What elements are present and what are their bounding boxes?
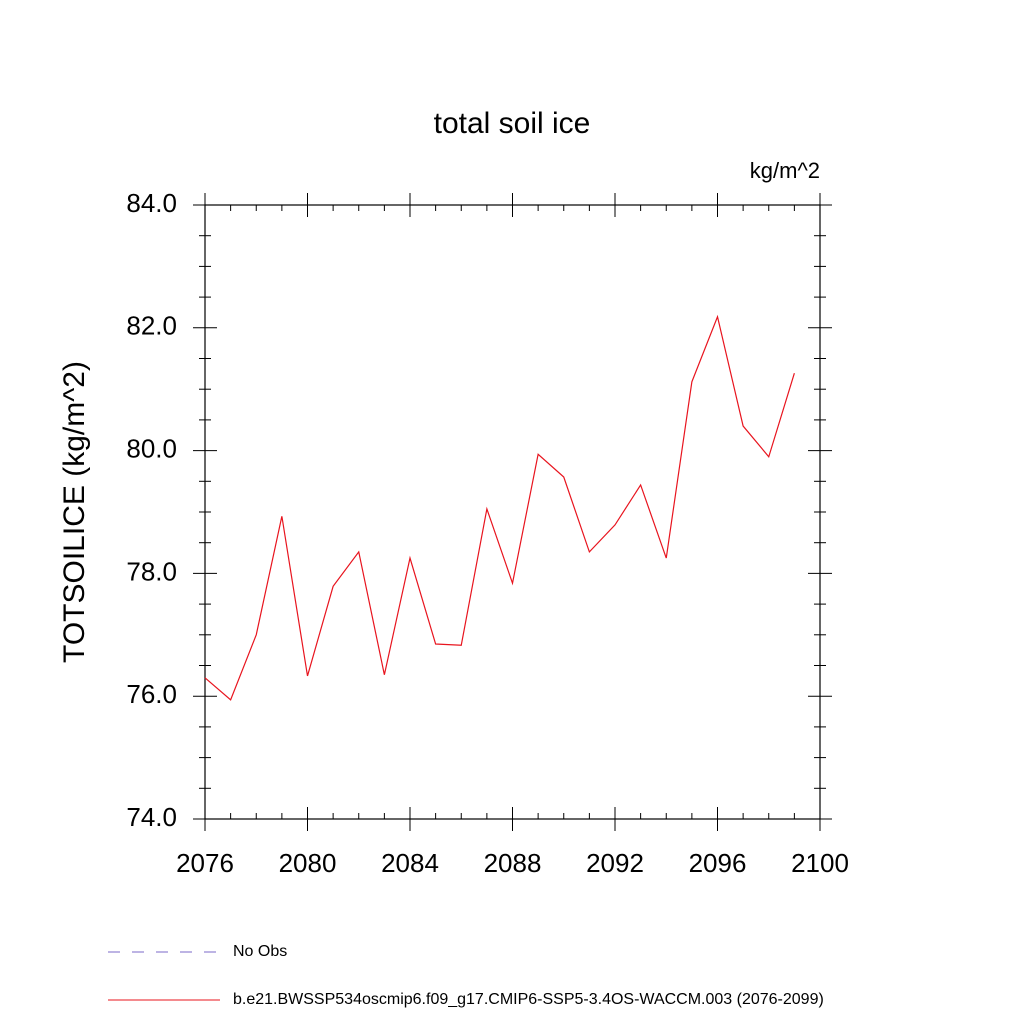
y-tick-label: 74.0: [126, 802, 177, 832]
x-tick-label: 2076: [176, 848, 234, 878]
units-label: kg/m^2: [750, 158, 820, 183]
y-tick-label: 76.0: [126, 679, 177, 709]
x-tick-label: 2080: [279, 848, 337, 878]
legend-label: b.e21.BWSSP534oscmip6.f09_g17.CMIP6-SSP5…: [233, 991, 824, 1008]
legend-label: No Obs: [233, 943, 287, 960]
x-tick-label: 2088: [484, 848, 542, 878]
y-tick-label: 78.0: [126, 556, 177, 586]
y-tick-label: 84.0: [126, 188, 177, 218]
y-axis-label: TOTSOILICE (kg/m^2): [58, 361, 91, 663]
x-tick-label: 2084: [381, 848, 439, 878]
x-tick-label: 2096: [689, 848, 747, 878]
y-tick-label: 82.0: [126, 311, 177, 341]
data-line: [204, 314, 795, 701]
x-tick-label: 2092: [586, 848, 644, 878]
x-tick-label: 2100: [791, 848, 849, 878]
chart-title: total soil ice: [434, 107, 591, 140]
y-tick-label: 80.0: [126, 433, 177, 463]
